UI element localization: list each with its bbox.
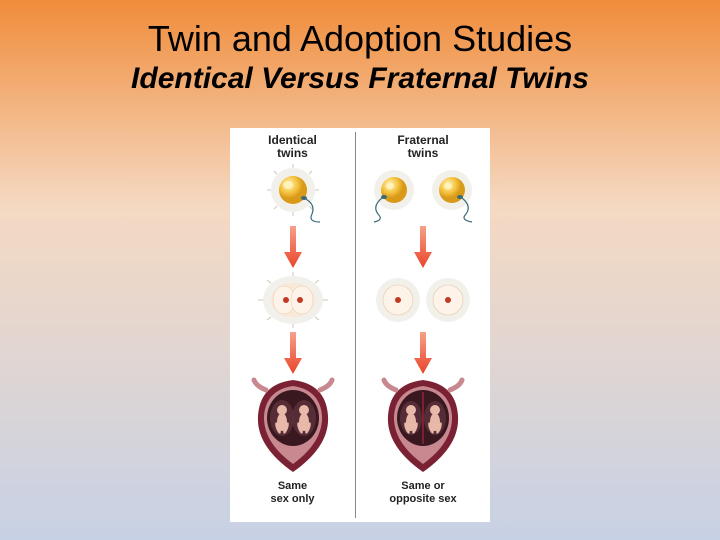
stage-fraternal-fertilization (360, 164, 486, 224)
column-identical: Identicaltwins (230, 128, 355, 522)
arrow-down-icon (414, 226, 432, 268)
arrow-down-icon (284, 226, 302, 268)
slide: Twin and Adoption Studies Identical Vers… (0, 0, 720, 540)
caption-identical: Samesex only (270, 480, 314, 505)
twin-diagram: Identicaltwins (230, 128, 490, 522)
caption-fraternal: Same oropposite sex (389, 480, 456, 505)
slide-subtitle: Identical Versus Fraternal Twins (0, 62, 720, 96)
column-fraternal: Fraternaltwins (356, 128, 490, 522)
arrow-down-icon (414, 332, 432, 374)
stage-identical-fertilization (234, 164, 351, 224)
womb-twins-icon (384, 380, 462, 472)
split-cell-icon (258, 272, 328, 328)
stage-identical-womb (234, 376, 351, 476)
slide-title: Twin and Adoption Studies (0, 0, 720, 60)
label-fraternal: Fraternaltwins (397, 134, 448, 160)
egg-pair-icon (374, 170, 472, 222)
egg-single-icon (267, 164, 319, 216)
stage-fraternal-womb (360, 376, 486, 476)
womb-twins-icon (254, 380, 332, 472)
label-identical: Identicaltwins (268, 134, 317, 160)
stage-fraternal-two-cells (360, 270, 486, 330)
arrow-down-icon (284, 332, 302, 374)
stage-identical-split (234, 270, 351, 330)
two-cells-icon (376, 278, 470, 322)
